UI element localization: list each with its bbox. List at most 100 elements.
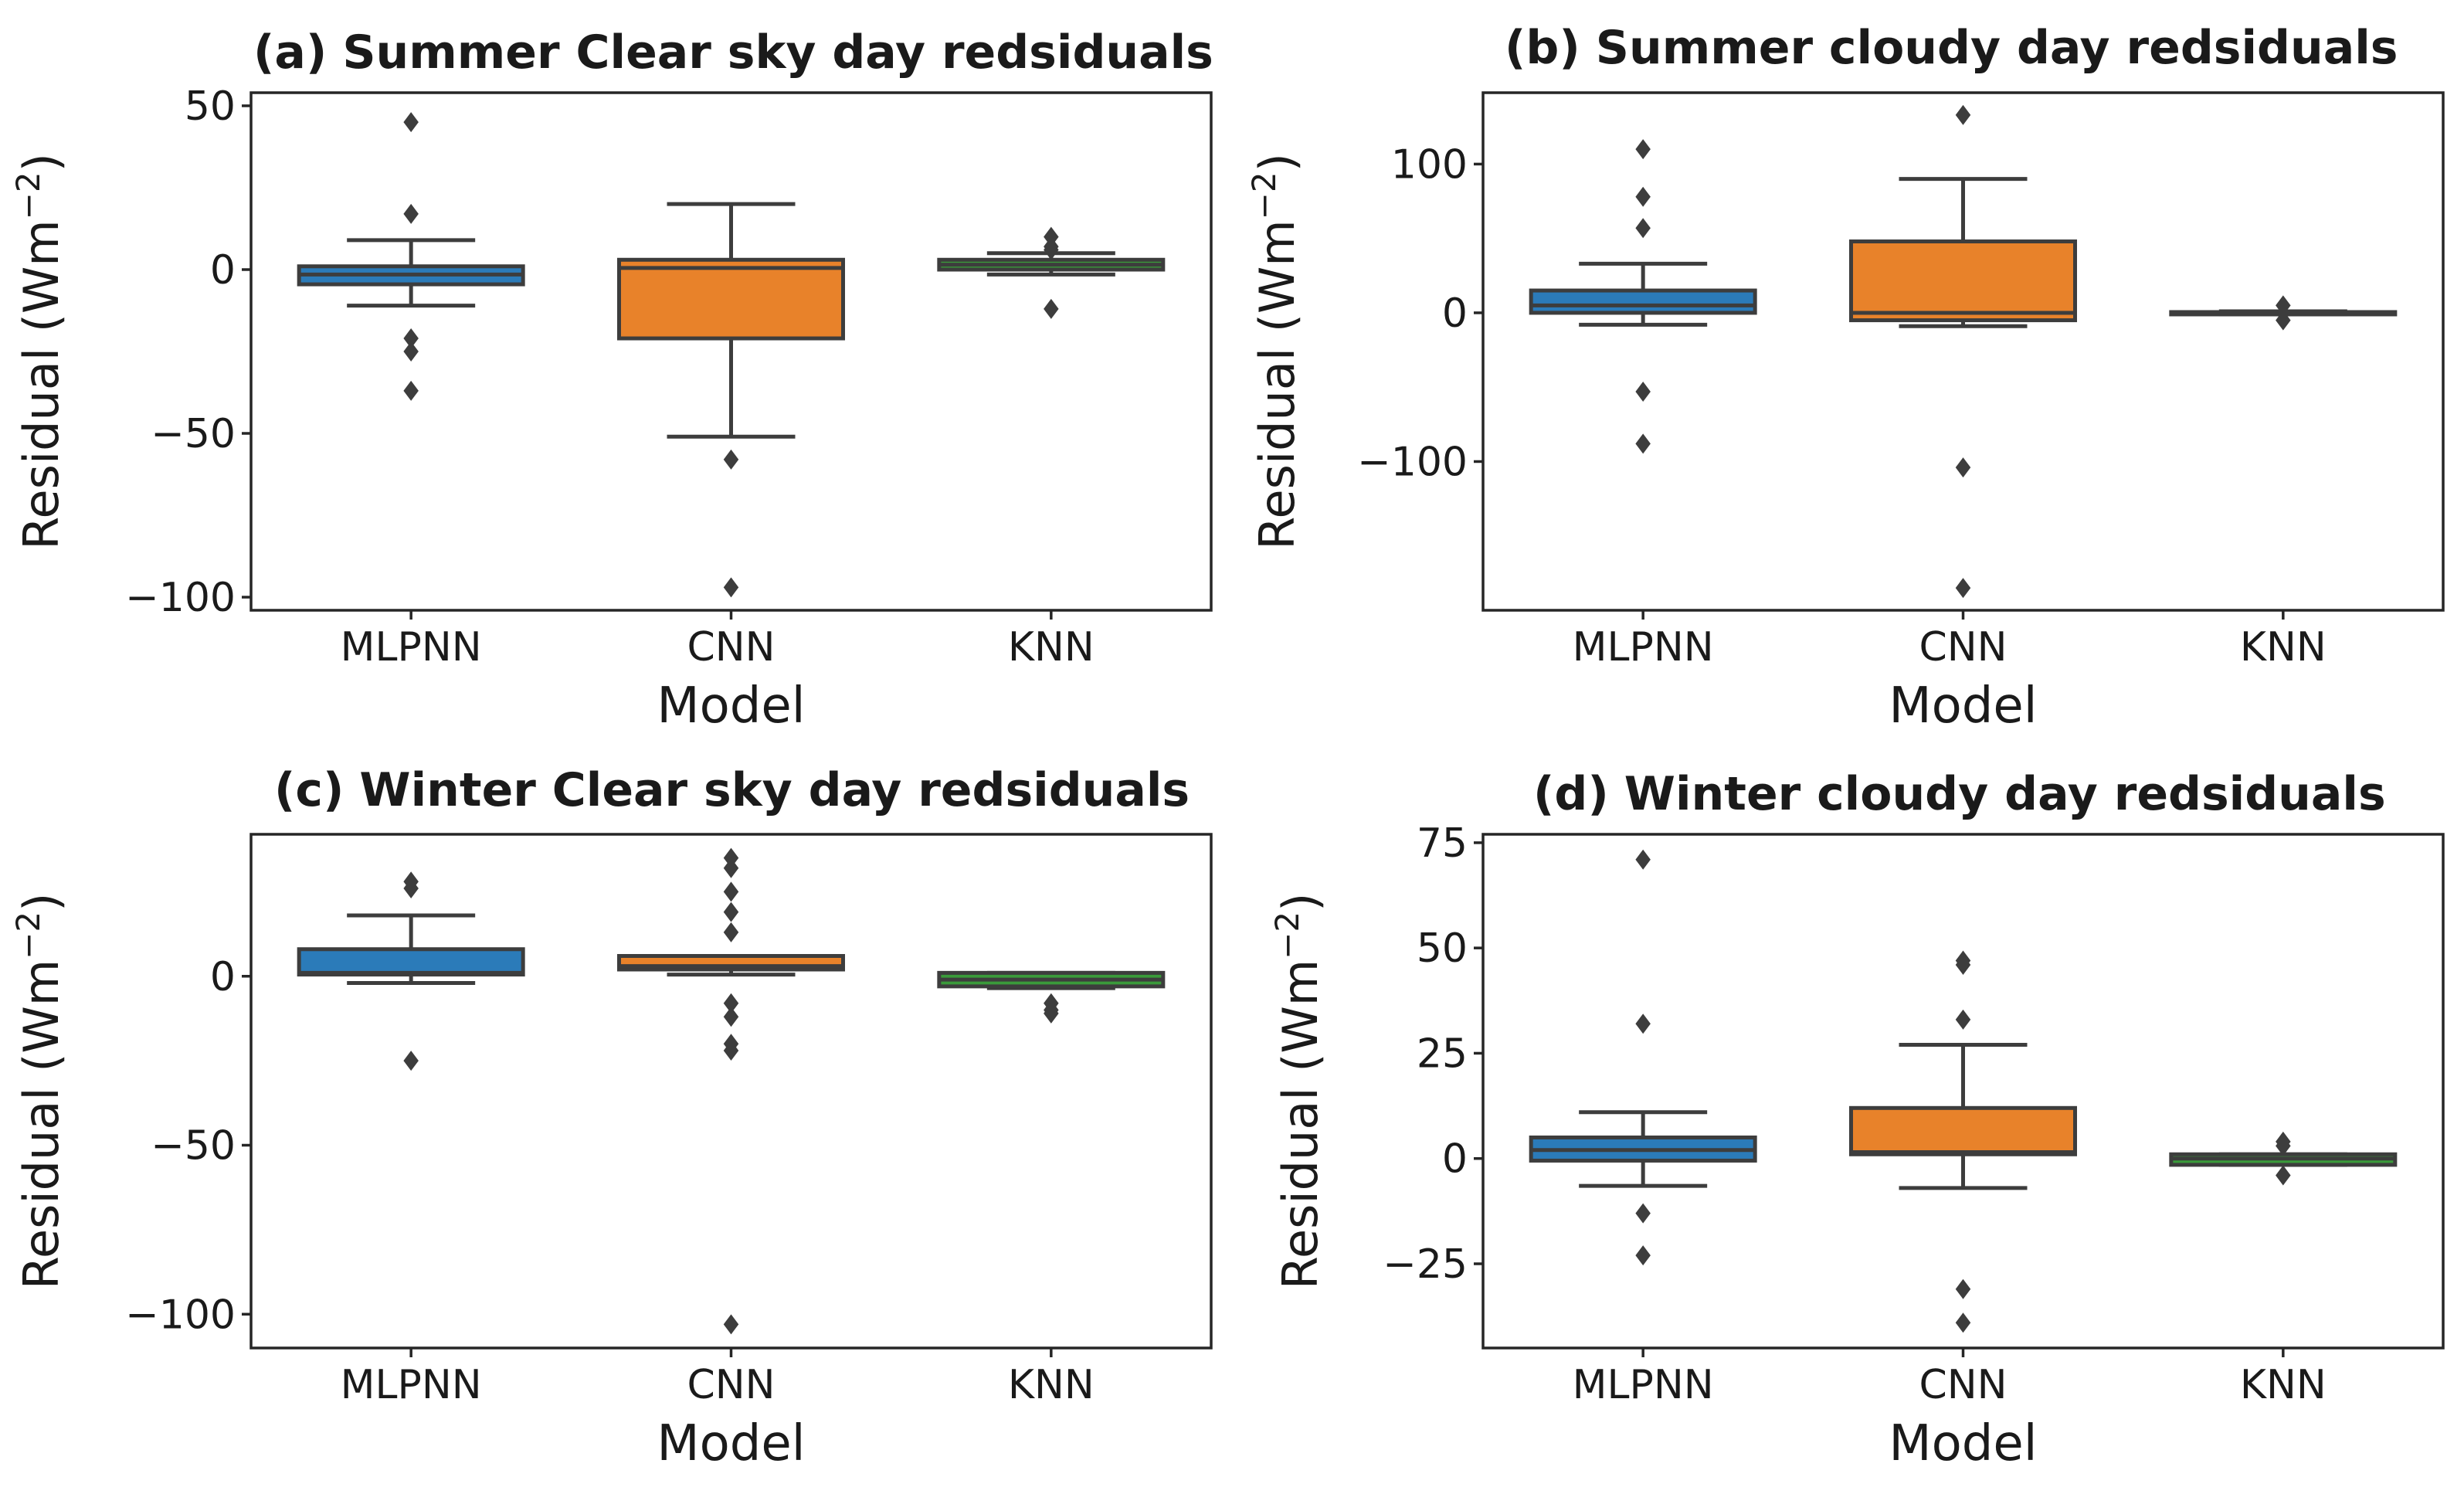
box-mlpnn bbox=[297, 112, 525, 401]
y-tick-label: 75 bbox=[1417, 820, 1468, 867]
box-knn bbox=[937, 970, 1166, 1024]
panel-title: (d) Winter cloudy day redsiduals bbox=[1533, 767, 2386, 821]
outlier-point bbox=[1044, 298, 1059, 319]
y-tick-label: −50 bbox=[151, 1123, 236, 1170]
outlier-point bbox=[723, 1007, 739, 1027]
y-axis-label: Residual (Wm−2) bbox=[1268, 893, 1329, 1290]
box-body bbox=[1529, 288, 1757, 315]
x-tick-label: KNN bbox=[2240, 1362, 2327, 1408]
outlier-point bbox=[1044, 1003, 1059, 1024]
box-knn bbox=[937, 226, 1166, 319]
outlier-point bbox=[723, 881, 739, 902]
y-tick-label: 0 bbox=[210, 247, 236, 294]
panel-label: (b) bbox=[1505, 21, 1580, 75]
panel-label: (a) bbox=[253, 25, 327, 80]
outlier-point bbox=[723, 1314, 739, 1335]
y-tick-label: 100 bbox=[1391, 141, 1468, 188]
x-axis-label: Model bbox=[657, 677, 805, 735]
outlier-point bbox=[403, 203, 419, 224]
outlier-point bbox=[403, 328, 419, 349]
outlier-point bbox=[2276, 295, 2291, 316]
outlier-point bbox=[1955, 1312, 1971, 1333]
box-body bbox=[297, 947, 525, 977]
box-body bbox=[1849, 1105, 2077, 1156]
box-cnn bbox=[1849, 104, 2077, 599]
outlier-point bbox=[1955, 954, 1971, 975]
outlier-point bbox=[723, 922, 739, 942]
y-tick-label: 0 bbox=[1442, 1136, 1468, 1183]
y-tick-label: 0 bbox=[210, 954, 236, 1000]
y-tick-label: −25 bbox=[1383, 1241, 1468, 1288]
x-tick-label: MLPNN bbox=[341, 624, 482, 671]
x-tick-label: KNN bbox=[1008, 624, 1095, 671]
outlier-point bbox=[1635, 1014, 1651, 1034]
outlier-point bbox=[723, 1041, 739, 1061]
box-cnn bbox=[1849, 950, 2077, 1333]
x-tick-label: KNN bbox=[1008, 1362, 1095, 1408]
y-tick-label: 0 bbox=[1442, 290, 1468, 337]
y-tick-label: −100 bbox=[1357, 439, 1468, 485]
outlier-point bbox=[403, 878, 419, 898]
panel-b: (b) Summer cloudy day redsiduals 100 0 −100 M… bbox=[1245, 21, 2445, 735]
y-axis-label: Residual (Wm−2) bbox=[9, 153, 70, 550]
box-mlpnn bbox=[1529, 139, 1757, 454]
panel-c: (c) Winter Clear sky day redsiduals 0 −50 −1… bbox=[9, 763, 1213, 1472]
outlier-point bbox=[723, 993, 739, 1014]
outlier-point bbox=[403, 1051, 419, 1071]
y-tick-label: 50 bbox=[185, 83, 236, 130]
outlier-point bbox=[1635, 433, 1651, 454]
box-knn bbox=[2169, 295, 2398, 331]
outlier-point bbox=[1955, 1278, 1971, 1299]
y-axis-label: Residual (Wm−2) bbox=[1245, 153, 1305, 550]
x-axis-label: Model bbox=[1889, 1415, 2037, 1472]
x-tick-label: CNN bbox=[687, 624, 775, 671]
box-mlpnn bbox=[1529, 849, 1757, 1266]
x-tick-label: MLPNN bbox=[341, 1362, 482, 1408]
outlier-point bbox=[2276, 310, 2291, 331]
outlier-point bbox=[1044, 239, 1059, 260]
outlier-point bbox=[723, 577, 739, 598]
y-tick-label: −100 bbox=[125, 575, 236, 621]
outlier-point bbox=[403, 112, 419, 133]
x-axis-label: Model bbox=[1889, 677, 2037, 735]
x-tick-label: CNN bbox=[1919, 624, 2007, 671]
outlier-point bbox=[1955, 578, 1971, 599]
outlier-point bbox=[1635, 218, 1651, 239]
box-knn bbox=[2169, 1131, 2398, 1186]
outlier-point bbox=[723, 449, 739, 470]
outlier-point bbox=[1635, 139, 1651, 160]
x-tick-label: KNN bbox=[2240, 624, 2327, 671]
x-axis-label: Model bbox=[657, 1415, 805, 1472]
outlier-point bbox=[403, 380, 419, 401]
outlier-point bbox=[2276, 1165, 2291, 1186]
panel-title: (c) Winter Clear sky day redsiduals bbox=[274, 763, 1190, 817]
x-tick-label: MLPNN bbox=[1573, 624, 1714, 671]
y-axis-label: Residual (Wm−2) bbox=[9, 893, 70, 1290]
box-body bbox=[617, 257, 845, 341]
box-cnn bbox=[617, 847, 845, 1335]
outlier-point bbox=[1635, 1203, 1651, 1224]
panel-title: (b) Summer cloudy day redsiduals bbox=[1505, 21, 2398, 75]
panel-title-text: Summer cloudy day redsiduals bbox=[1596, 21, 2398, 75]
panel-title-text: Winter Clear sky day redsiduals bbox=[359, 763, 1190, 817]
outlier-point bbox=[1955, 1009, 1971, 1030]
y-tick-label: 25 bbox=[1417, 1031, 1468, 1077]
outlier-point bbox=[1635, 849, 1651, 870]
y-tick-label: 50 bbox=[1417, 925, 1468, 972]
outlier-point bbox=[723, 857, 739, 878]
x-tick-label: CNN bbox=[687, 1362, 775, 1408]
y-tick-label: −100 bbox=[125, 1292, 236, 1338]
box-mlpnn bbox=[297, 871, 525, 1071]
y-tick-label: −50 bbox=[151, 411, 236, 457]
outlier-point bbox=[723, 901, 739, 922]
x-tick-label: CNN bbox=[1919, 1362, 2007, 1408]
outlier-point bbox=[1635, 1245, 1651, 1266]
outlier-point bbox=[723, 847, 739, 868]
panel-a: (a) Summer Clear sky day redsiduals 50 0 −50… bbox=[9, 25, 1213, 735]
outlier-point bbox=[403, 341, 419, 362]
panel-label: (c) bbox=[274, 763, 344, 817]
x-tick-label: MLPNN bbox=[1573, 1362, 1714, 1408]
box-body bbox=[1849, 239, 2077, 323]
